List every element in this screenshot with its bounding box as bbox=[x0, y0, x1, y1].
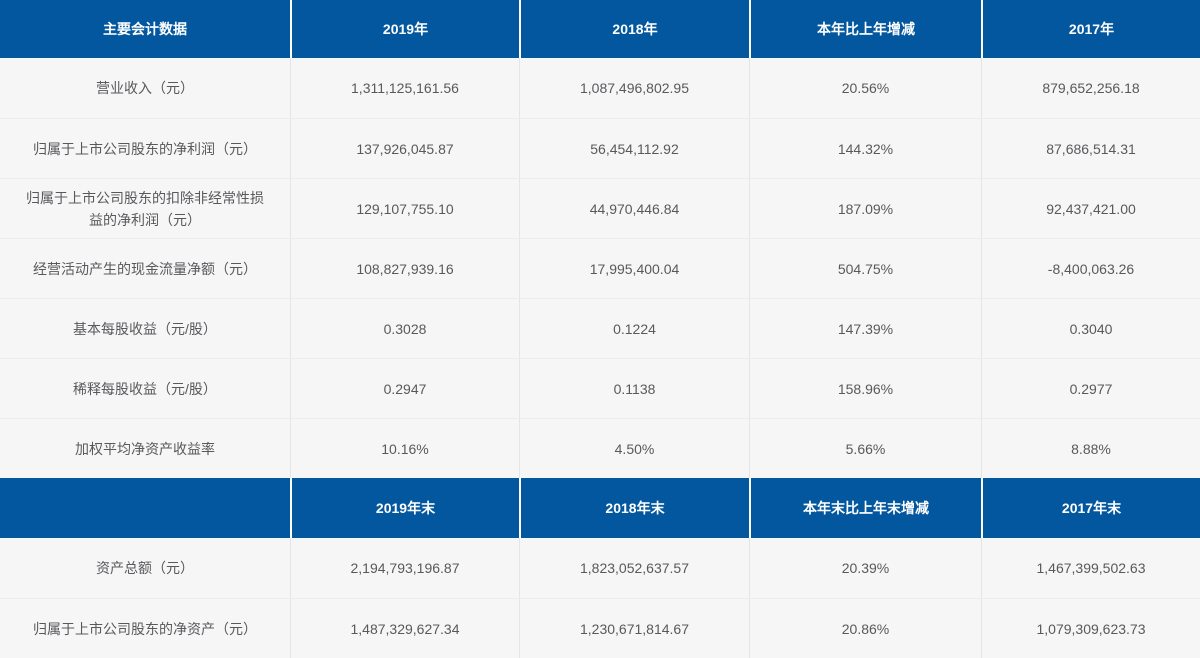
table-row-revenue: 营业收入（元） 1,311,125,161.56 1,087,496,802.9… bbox=[0, 58, 1200, 118]
value-yoy-change: 20.56% bbox=[749, 58, 981, 118]
value-2019: 10.16% bbox=[290, 419, 519, 478]
table-row-diluted-eps: 稀释每股收益（元/股） 0.2947 0.1138 158.96% 0.2977 bbox=[0, 358, 1200, 418]
value-year-end-change: 20.86% bbox=[749, 599, 981, 658]
table-row-net-profit: 归属于上市公司股东的净利润（元） 137,926,045.87 56,454,1… bbox=[0, 118, 1200, 178]
value-2019-end: 2,194,793,196.87 bbox=[290, 538, 519, 598]
table-row-weighted-avg-roe: 加权平均净资产收益率 10.16% 4.50% 5.66% 8.88% bbox=[0, 418, 1200, 478]
header-cell-metric: 主要会计数据 bbox=[103, 21, 187, 37]
value-2018: 4.50% bbox=[519, 419, 749, 478]
year-end-header-row: 2019年末 2018年末 本年末比上年末增减 2017年末 bbox=[0, 478, 1200, 538]
value-2018: 0.1224 bbox=[519, 299, 749, 358]
value-2018-end: 1,823,052,637.57 bbox=[519, 538, 749, 598]
header-cell-2019: 2019年 bbox=[290, 0, 519, 58]
value-2017: 0.2977 bbox=[981, 359, 1200, 418]
table-row-net-profit-excl-nonrecurring: 归属于上市公司股东的扣除非经常性损益的净利润（元） 129,107,755.10… bbox=[0, 178, 1200, 238]
value-yoy-change: 187.09% bbox=[749, 179, 981, 238]
value-2019: 129,107,755.10 bbox=[290, 179, 519, 238]
value-2017: 8.88% bbox=[981, 419, 1200, 478]
metric-label: 归属于上市公司股东的净资产（元） bbox=[33, 620, 257, 637]
value-yoy-change: 144.32% bbox=[749, 119, 981, 178]
value-2017-end: 1,467,399,502.63 bbox=[981, 538, 1200, 598]
metric-label: 归属于上市公司股东的扣除非经常性损益的净利润（元） bbox=[26, 189, 264, 228]
value-2017: 879,652,256.18 bbox=[981, 58, 1200, 118]
value-2019: 0.2947 bbox=[290, 359, 519, 418]
header-cell-2017-end: 2017年末 bbox=[981, 478, 1200, 538]
value-2018: 17,995,400.04 bbox=[519, 239, 749, 298]
value-2018: 0.1138 bbox=[519, 359, 749, 418]
value-2018-end: 1,230,671,814.67 bbox=[519, 599, 749, 658]
value-2018: 1,087,496,802.95 bbox=[519, 58, 749, 118]
value-2019: 1,311,125,161.56 bbox=[290, 58, 519, 118]
value-2019-end: 1,487,329,627.34 bbox=[290, 599, 519, 658]
header-cell-empty bbox=[0, 478, 290, 538]
value-yoy-change: 158.96% bbox=[749, 359, 981, 418]
metric-label: 营业收入（元） bbox=[96, 80, 194, 96]
metric-label: 基本每股收益（元/股） bbox=[73, 320, 217, 337]
header-cell-2018-end: 2018年末 bbox=[519, 478, 749, 538]
value-2019: 0.3028 bbox=[290, 299, 519, 358]
value-2019: 108,827,939.16 bbox=[290, 239, 519, 298]
value-yoy-change: 504.75% bbox=[749, 239, 981, 298]
header-cell-2018: 2018年 bbox=[519, 0, 749, 58]
metric-label: 加权平均净资产收益率 bbox=[75, 440, 215, 457]
value-2017-end: 1,079,309,623.73 bbox=[981, 599, 1200, 658]
header-cell-yoy-change: 本年比上年增减 bbox=[749, 0, 981, 58]
table-row-basic-eps: 基本每股收益（元/股） 0.3028 0.1224 147.39% 0.3040 bbox=[0, 298, 1200, 358]
table-row-net-assets: 归属于上市公司股东的净资产（元） 1,487,329,627.34 1,230,… bbox=[0, 598, 1200, 658]
annual-header-row: 主要会计数据 2019年 2018年 本年比上年增减 2017年 bbox=[0, 0, 1200, 58]
metric-label: 稀释每股收益（元/股） bbox=[73, 380, 217, 397]
table-row-total-assets: 资产总额（元） 2,194,793,196.87 1,823,052,637.5… bbox=[0, 538, 1200, 598]
table-row-operating-cash-flow: 经营活动产生的现金流量净额（元） 108,827,939.16 17,995,4… bbox=[0, 238, 1200, 298]
metric-label: 归属于上市公司股东的净利润（元） bbox=[33, 140, 257, 157]
header-cell-2019-end: 2019年末 bbox=[290, 478, 519, 538]
value-2017: 92,437,421.00 bbox=[981, 179, 1200, 238]
value-2017: -8,400,063.26 bbox=[981, 239, 1200, 298]
value-2018: 56,454,112.92 bbox=[519, 119, 749, 178]
value-year-end-change: 20.39% bbox=[749, 538, 981, 598]
header-cell-year-end-change: 本年末比上年末增减 bbox=[749, 478, 981, 538]
value-2018: 44,970,446.84 bbox=[519, 179, 749, 238]
value-2019: 137,926,045.87 bbox=[290, 119, 519, 178]
value-2017: 0.3040 bbox=[981, 299, 1200, 358]
value-yoy-change: 147.39% bbox=[749, 299, 981, 358]
value-yoy-change: 5.66% bbox=[749, 419, 981, 478]
value-2017: 87,686,514.31 bbox=[981, 119, 1200, 178]
metric-label: 经营活动产生的现金流量净额（元） bbox=[33, 260, 257, 277]
metric-label: 资产总额（元） bbox=[96, 560, 194, 576]
header-cell-2017: 2017年 bbox=[981, 0, 1200, 58]
